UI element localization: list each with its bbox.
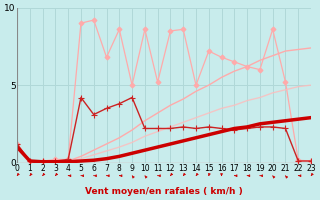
X-axis label: Vent moyen/en rafales ( km/h ): Vent moyen/en rafales ( km/h ) (85, 187, 243, 196)
